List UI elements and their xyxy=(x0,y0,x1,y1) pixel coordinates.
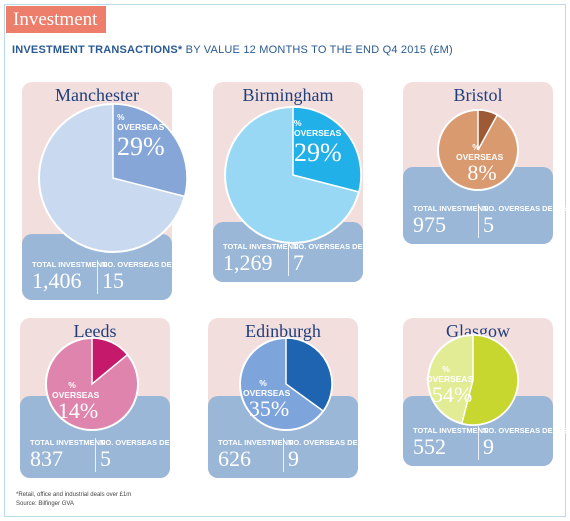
total-investment-value: 626 xyxy=(218,446,251,471)
total-investment-value: 1,269 xyxy=(223,250,273,275)
overseas-percent: 8% xyxy=(467,160,497,185)
total-investment-label: TOTAL INVESTMENT xyxy=(413,204,488,213)
subtitle-rest: BY VALUE 12 MONTHS TO THE END Q4 2015 (£… xyxy=(182,44,453,56)
total-investment-value: 975 xyxy=(413,212,446,237)
section-title-bar: Investment xyxy=(6,6,106,33)
total-investment-value: 1,406 xyxy=(32,268,82,293)
stat-divider xyxy=(478,204,479,238)
stat-divider xyxy=(288,242,289,276)
overseas-label: % OVERSEAS xyxy=(243,378,291,398)
page-frame xyxy=(4,4,566,517)
overseas-deals-label: NO. OVERSEAS DEALS xyxy=(100,438,185,447)
overseas-deals-label: NO. OVERSEAS DEALS xyxy=(288,438,373,447)
overseas-percent: 29% xyxy=(117,132,165,161)
pie-slice-overseas xyxy=(91,337,129,386)
overseas-deals-label: NO. OVERSEAS DEALS xyxy=(483,426,568,435)
card-edinburgh: Edinburgh % OVERSEAS 35% TOTAL INVESTMENT NO… xyxy=(208,318,373,478)
stat-divider xyxy=(283,438,284,472)
source-note: Source: Bilfinger GVA xyxy=(16,501,74,507)
city-title: Manchester xyxy=(55,85,139,105)
total-investment-label: TOTAL INVESTMENT xyxy=(413,426,488,435)
total-investment-label: TOTAL INVESTMENT xyxy=(223,242,298,251)
pie-slice-overseas xyxy=(285,337,333,413)
total-investment-label: TOTAL INVESTMENT xyxy=(32,260,107,269)
stat-divider xyxy=(97,260,98,294)
pie-chart xyxy=(38,103,188,253)
stat-divider xyxy=(478,426,479,460)
pie-chart xyxy=(239,337,333,431)
pie-chart xyxy=(427,334,519,426)
overseas-label: % OVERSEAS xyxy=(52,380,100,400)
stat-divider xyxy=(95,438,96,472)
city-title: Leeds xyxy=(73,321,117,341)
total-investment-value: 552 xyxy=(413,434,446,459)
overseas-label: % OVERSEAS xyxy=(117,112,165,132)
overseas-deals-value: 15 xyxy=(102,268,124,293)
total-investment-label: TOTAL INVESTMENT xyxy=(30,438,105,447)
card-leeds: Leeds % OVERSEAS 14% TOTAL INVESTMENT NO. OV… xyxy=(20,318,185,478)
card-bristol: Bristol % OVERSEAS 8% TOTAL INVESTMENT NO. O… xyxy=(403,82,568,244)
overseas-deals-value: 5 xyxy=(100,446,111,471)
section-title: Investment xyxy=(13,9,98,30)
overseas-label: % OVERSEAS xyxy=(456,142,504,162)
subtitle-bold: INVESTMENT TRANSACTIONS* xyxy=(12,44,183,56)
overseas-percent: 35% xyxy=(248,396,290,421)
overseas-deals-value: 5 xyxy=(483,212,494,237)
city-title: Birmingham xyxy=(242,85,334,105)
pie-slice-overseas xyxy=(477,109,499,151)
footnote: *Retail, office and industrial deals ove… xyxy=(16,492,132,498)
chart-subtitle: INVESTMENT TRANSACTIONS* BY VALUE 12 MON… xyxy=(12,44,453,56)
pie-slice-overseas xyxy=(460,334,519,426)
card-manchester: Manchester % OVERSEAS 29% TOTAL INVESTMENT N… xyxy=(22,82,188,300)
total-investment-label: TOTAL INVESTMENT xyxy=(218,438,293,447)
pie-slice-overseas xyxy=(112,103,188,198)
overseas-deals-label: NO. OVERSEAS DEALS xyxy=(102,260,187,269)
pie-chart xyxy=(437,109,519,191)
overseas-deals-value: 9 xyxy=(483,434,494,459)
pie-chart xyxy=(45,337,139,431)
city-title: Edinburgh xyxy=(245,321,321,341)
city-title: Bristol xyxy=(453,85,503,105)
overseas-percent: 14% xyxy=(57,398,99,423)
card-birmingham: Birmingham % OVERSEAS 29% TOTAL INVESTMENT N… xyxy=(213,82,378,282)
total-investment-value: 837 xyxy=(30,446,63,471)
overseas-percent: 29% xyxy=(294,138,342,167)
pie-chart xyxy=(224,106,362,244)
overseas-percent: 54% xyxy=(431,382,473,407)
pie-slice-overseas xyxy=(292,106,362,193)
overseas-deals-value: 9 xyxy=(288,446,299,471)
overseas-label: % OVERSEAS xyxy=(426,364,474,384)
overseas-label: % OVERSEAS xyxy=(294,118,342,138)
card-glasgow: Glasgow% OVERSEAS 54% TOTAL INVESTMENT NO. … xyxy=(403,318,568,466)
overseas-deals-value: 7 xyxy=(293,250,304,275)
overseas-deals-label: NO. OVERSEAS DEALS xyxy=(483,204,568,213)
overseas-deals-label: NO. OVERSEAS DEALS xyxy=(293,242,378,251)
